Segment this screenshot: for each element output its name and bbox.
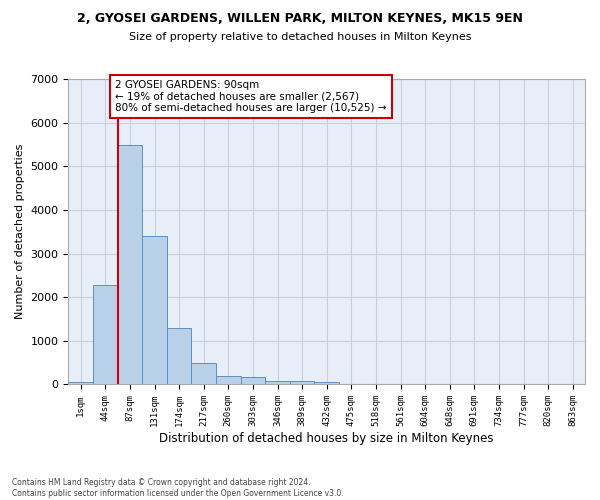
Bar <box>265 380 290 384</box>
Text: 2 GYOSEI GARDENS: 90sqm
← 19% of detached houses are smaller (2,567)
80% of semi: 2 GYOSEI GARDENS: 90sqm ← 19% of detache… <box>115 80 386 113</box>
Bar <box>118 146 142 384</box>
Bar <box>93 285 118 384</box>
Bar <box>167 328 191 384</box>
Bar <box>314 382 339 384</box>
Text: Contains HM Land Registry data © Crown copyright and database right 2024.
Contai: Contains HM Land Registry data © Crown c… <box>12 478 344 498</box>
Bar <box>216 376 241 384</box>
Bar <box>290 382 314 384</box>
Text: 2, GYOSEI GARDENS, WILLEN PARK, MILTON KEYNES, MK15 9EN: 2, GYOSEI GARDENS, WILLEN PARK, MILTON K… <box>77 12 523 26</box>
Bar <box>68 382 93 384</box>
X-axis label: Distribution of detached houses by size in Milton Keynes: Distribution of detached houses by size … <box>160 432 494 445</box>
Y-axis label: Number of detached properties: Number of detached properties <box>15 144 25 320</box>
Bar <box>142 236 167 384</box>
Bar <box>241 377 265 384</box>
Text: Size of property relative to detached houses in Milton Keynes: Size of property relative to detached ho… <box>129 32 471 42</box>
Bar <box>191 363 216 384</box>
